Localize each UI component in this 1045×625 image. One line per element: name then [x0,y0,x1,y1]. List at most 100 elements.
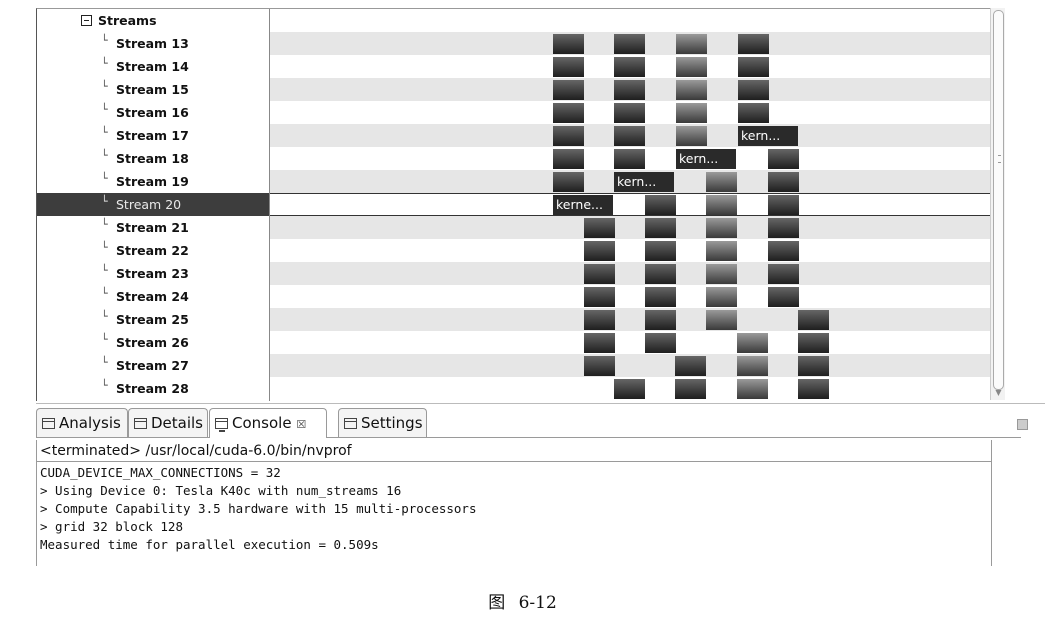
kernel-block[interactable] [706,195,737,215]
kernel-block[interactable] [645,333,676,353]
console-line: > Using Device 0: Tesla K40c with num_st… [40,483,402,498]
kernel-block[interactable] [553,149,584,169]
kernel-block[interactable] [553,126,584,146]
kernel-block[interactable] [614,379,645,399]
kernel-block[interactable] [614,80,645,100]
console-line: > Compute Capability 3.5 hardware with 1… [40,501,477,516]
kernel-block-labeled[interactable]: kern... [738,126,798,146]
kernel-block[interactable] [553,34,584,54]
kernel-block[interactable] [645,241,676,261]
kernel-block[interactable] [614,149,645,169]
tab-settings[interactable]: Settings [338,408,427,437]
kernel-block[interactable] [737,333,768,353]
scroll-down-icon[interactable]: ▼ [995,388,1002,397]
kernel-block[interactable] [706,172,737,192]
kernel-block[interactable] [553,57,584,77]
kernel-block[interactable] [584,287,615,307]
stream-row-label[interactable]: └ Stream 26 [37,331,269,354]
kernel-block[interactable] [706,264,737,284]
kernel-block[interactable] [706,287,737,307]
kernel-block[interactable] [645,264,676,284]
stream-row-label[interactable]: └ Stream 25 [37,308,269,331]
stream-row-label[interactable]: └ Stream 22 [37,239,269,262]
stream-label: Stream 27 [116,358,189,373]
kernel-block[interactable] [584,264,615,284]
kernel-block[interactable] [614,34,645,54]
stream-row-label[interactable]: └ Stream 20 [37,193,269,216]
tab-close-icon[interactable]: ☒ [296,418,307,431]
collapse-icon[interactable] [81,15,92,26]
stream-row-label[interactable]: └ Stream 18 [37,147,269,170]
kernel-block[interactable] [584,310,615,330]
stream-row-label[interactable]: └ Stream 27 [37,354,269,377]
tree-branch-icon: └ [101,103,108,116]
tree-branch-icon: └ [101,241,108,254]
kernel-block[interactable] [553,80,584,100]
kernel-block[interactable] [798,356,829,376]
kernel-block[interactable] [798,310,829,330]
kernel-block[interactable] [738,57,769,77]
stream-row-label[interactable]: └ Stream 15 [37,78,269,101]
scrollbar-thumb[interactable] [993,10,1004,390]
kernel-block[interactable] [676,103,707,123]
kernel-block[interactable] [738,80,769,100]
stream-row-label[interactable]: └ Stream 14 [37,55,269,78]
tree-branch-icon: └ [101,34,108,47]
kernel-block-labeled[interactable]: kern... [614,172,674,192]
kernel-block[interactable] [768,241,799,261]
stream-row-label[interactable]: └ Stream 16 [37,101,269,124]
kernel-block[interactable] [645,218,676,238]
console-line: > grid 32 block 128 [40,519,183,534]
kernel-block[interactable] [737,379,768,399]
vertical-scrollbar[interactable]: ▼ [990,8,1005,400]
kernel-block[interactable] [738,34,769,54]
kernel-block[interactable] [676,80,707,100]
stream-row-label[interactable]: └ Stream 21 [37,216,269,239]
kernel-block[interactable] [738,103,769,123]
streams-group-header[interactable]: Streams [37,9,269,32]
kernel-block[interactable] [768,172,799,192]
stream-row-label[interactable]: └ Stream 24 [37,285,269,308]
kernel-block[interactable] [737,356,768,376]
kernel-block[interactable] [584,241,615,261]
stream-row-label[interactable]: └ Stream 19 [37,170,269,193]
kernel-block[interactable] [798,379,829,399]
tab-details[interactable]: Details [128,408,208,437]
kernel-block[interactable] [645,195,676,215]
kernel-block[interactable] [768,264,799,284]
kernel-block[interactable] [768,149,799,169]
kernel-block[interactable] [584,218,615,238]
stream-row-label[interactable]: └ Stream 28 [37,377,269,400]
kernel-block[interactable] [676,34,707,54]
kernel-block[interactable] [614,126,645,146]
stream-row-label[interactable]: └ Stream 23 [37,262,269,285]
kernel-block[interactable] [768,218,799,238]
kernel-block[interactable] [553,172,584,192]
kernel-block-labeled[interactable]: kern... [676,149,736,169]
kernel-block[interactable] [675,379,706,399]
tab-analysis[interactable]: Analysis [36,408,128,437]
stream-row-label[interactable]: └ Stream 13 [37,32,269,55]
kernel-block[interactable] [676,57,707,77]
kernel-block[interactable] [675,356,706,376]
kernel-block[interactable] [645,310,676,330]
kernel-block[interactable] [584,356,615,376]
stream-row-label[interactable]: └ Stream 17 [37,124,269,147]
tab-console[interactable]: Console ☒ [209,408,327,438]
kernel-block[interactable] [706,241,737,261]
kernel-block[interactable] [768,287,799,307]
minimize-button[interactable] [1017,419,1028,430]
kernel-block[interactable] [676,126,707,146]
kernel-block[interactable] [584,333,615,353]
kernel-block[interactable] [706,310,737,330]
kernel-block[interactable] [706,218,737,238]
kernel-block[interactable] [798,333,829,353]
kernel-block[interactable] [614,57,645,77]
kernel-block[interactable] [645,287,676,307]
kernel-block[interactable] [614,103,645,123]
timeline-lanes: kern... kern... kern... kerne... [270,9,991,401]
stream-label: Stream 25 [116,312,189,327]
kernel-block[interactable] [768,195,799,215]
kernel-block[interactable] [553,103,584,123]
kernel-block-labeled[interactable]: kerne... [553,195,613,215]
